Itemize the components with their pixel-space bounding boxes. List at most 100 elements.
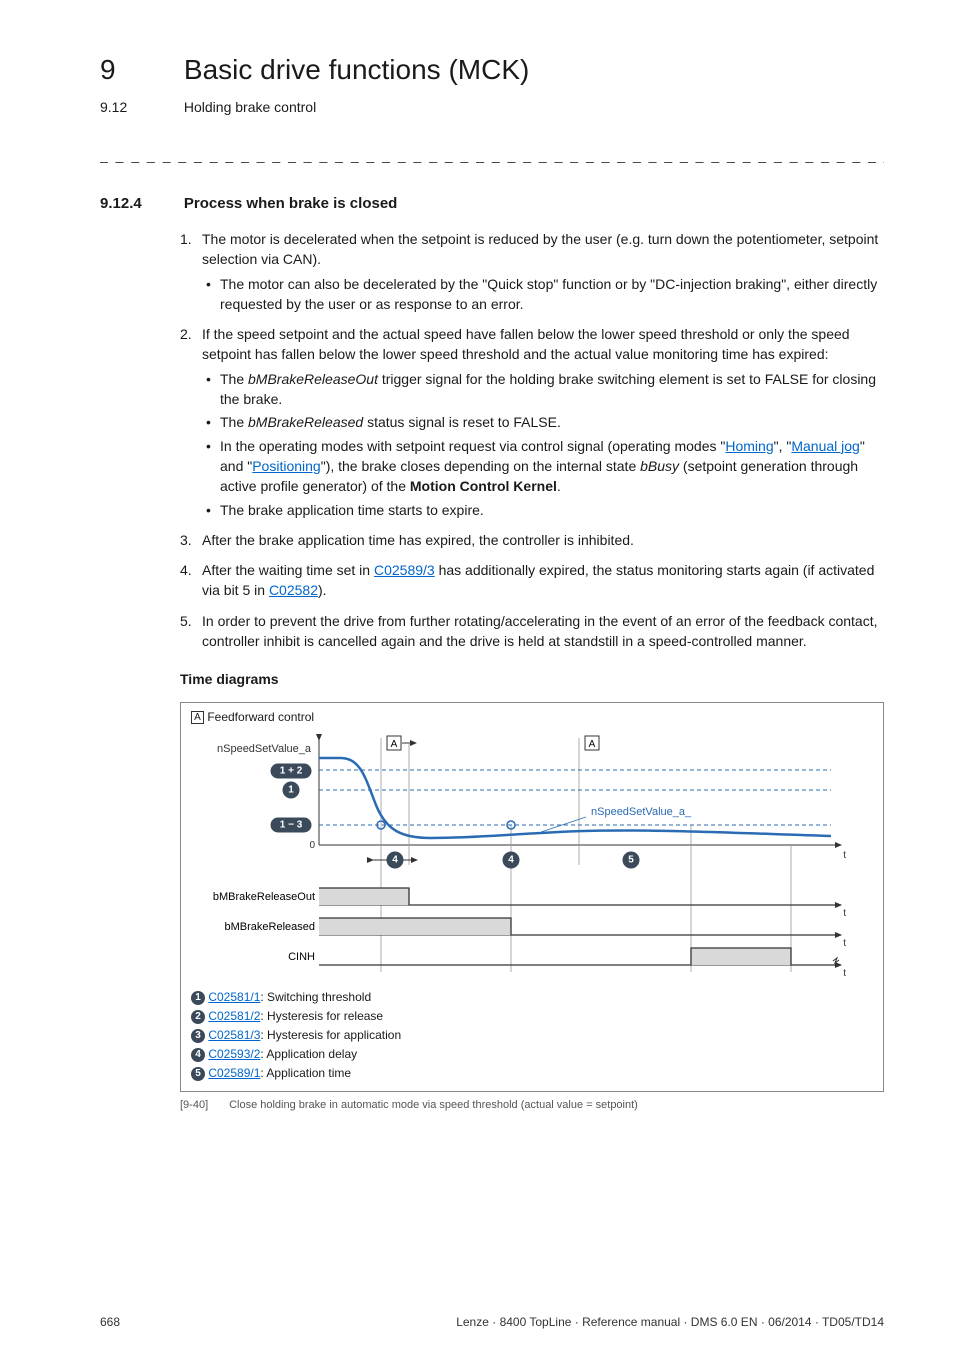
list-item: 5. In order to prevent the drive from fu… — [180, 611, 884, 652]
legend-text: : Switching threshold — [260, 990, 371, 1004]
bullet-text: ", " — [774, 438, 792, 454]
item-text: If the speed setpoint and the actual spe… — [202, 326, 850, 362]
badge-2: 2 — [191, 1010, 205, 1024]
caption-number: [9-40] — [180, 1098, 226, 1114]
svg-text:5: 5 — [628, 854, 634, 865]
time-diagrams-heading: Time diagrams — [180, 669, 884, 689]
code-identifier: bBusy — [640, 458, 679, 474]
link-c02589-3[interactable]: C02589/3 — [374, 562, 435, 578]
svg-text:nSpeedSetValue_a_: nSpeedSetValue_a_ — [591, 806, 692, 818]
bullet-text: The brake application time starts to exp… — [220, 502, 484, 518]
diagram-container: A Feedforward control t nSpeedSetValue_a… — [180, 702, 884, 1092]
svg-text:t: t — [843, 850, 846, 861]
bullet-text: The motor can also be decelerated by the… — [220, 276, 877, 312]
badge-1: 1 — [191, 991, 205, 1005]
svg-text:4: 4 — [508, 854, 514, 865]
link-manual-jog[interactable]: Manual jog — [791, 438, 860, 454]
code-identifier: bMBrakeReleaseOut — [248, 371, 378, 387]
svg-text:bMBrakeReleased: bMBrakeReleased — [225, 921, 316, 933]
svg-text:CINH: CINH — [288, 951, 315, 963]
badge-3: 3 — [191, 1029, 205, 1043]
legend-item: 4 C02593/2: Application delay — [191, 1045, 873, 1063]
chapter-title: Basic drive functions (MCK) — [184, 50, 529, 91]
legend-item: 2 C02581/2: Hysteresis for release — [191, 1007, 873, 1025]
item-text: The motor is decelerated when the setpoi… — [202, 231, 878, 267]
page-header: 9 Basic drive functions (MCK) 9.12 Holdi… — [100, 50, 884, 117]
subsection-number: 9.12.4 — [100, 193, 180, 215]
code-identifier: bMBrakeReleased — [248, 414, 363, 430]
svg-text:t: t — [843, 908, 846, 919]
svg-text:4: 4 — [392, 854, 398, 865]
svg-text:t: t — [843, 938, 846, 949]
section-number: 9.12 — [100, 97, 180, 117]
section-title: Holding brake control — [184, 97, 316, 117]
svg-text:bMBrakeReleaseOut: bMBrakeReleaseOut — [213, 891, 315, 903]
bullet-text: . — [557, 478, 561, 494]
diagram-top-label: A Feedforward control — [191, 709, 873, 726]
legend-text: : Hysteresis for application — [260, 1028, 401, 1042]
item-number: 2. — [180, 324, 192, 344]
bullet-item: In the operating modes with setpoint req… — [202, 436, 884, 497]
svg-text:A: A — [391, 739, 398, 750]
bullet-text: status signal is reset to FALSE. — [363, 414, 561, 430]
bullet-text: The — [220, 371, 248, 387]
item-number: 5. — [180, 611, 192, 631]
link-c02581-1[interactable]: C02581/1 — [208, 990, 260, 1004]
figure-caption: [9-40] Close holding brake in automatic … — [180, 1098, 884, 1114]
item-text: ). — [318, 582, 327, 598]
bullet-item: The brake application time starts to exp… — [202, 500, 884, 520]
bullet-item: The motor can also be decelerated by the… — [202, 274, 884, 315]
emphasis: Motion Control Kernel — [410, 478, 557, 494]
caption-text: Close holding brake in automatic mode vi… — [229, 1099, 638, 1111]
list-item: 2. If the speed setpoint and the actual … — [180, 324, 884, 520]
svg-text:1: 1 — [288, 784, 294, 795]
item-number: 4. — [180, 560, 192, 580]
subsection-title: Process when brake is closed — [184, 193, 397, 215]
list-item: 4. After the waiting time set in C02589/… — [180, 560, 884, 601]
svg-text:1 + 2: 1 + 2 — [280, 765, 303, 776]
timing-diagram-svg: t nSpeedSetValue_a 0 A A 1 + 2 1 1 − 3 — [191, 730, 851, 980]
badge-4: 4 — [191, 1048, 205, 1062]
link-c02581-2[interactable]: C02581/2 — [208, 1009, 260, 1023]
legend-item: 1 C02581/1: Switching threshold — [191, 988, 873, 1006]
legend-text: : Hysteresis for release — [260, 1009, 383, 1023]
link-c02593-2[interactable]: C02593/2 — [208, 1047, 260, 1061]
chapter-number: 9 — [100, 50, 180, 91]
item-number: 3. — [180, 530, 192, 550]
bullet-text: "), the brake closes depending on the in… — [321, 458, 640, 474]
item-text: After the waiting time set in — [202, 562, 374, 578]
separator: _ _ _ _ _ _ _ _ _ _ _ _ _ _ _ _ _ _ _ _ … — [100, 145, 884, 165]
svg-text:0: 0 — [309, 840, 315, 851]
svg-text:t: t — [843, 968, 846, 979]
legend-text: : Application delay — [260, 1047, 357, 1061]
subsection-header: 9.12.4 Process when brake is closed — [100, 193, 884, 215]
list-item: 1. The motor is decelerated when the set… — [180, 229, 884, 314]
diagram-legend: 1 C02581/1: Switching threshold 2 C02581… — [191, 988, 873, 1082]
svg-text:nSpeedSetValue_a: nSpeedSetValue_a — [217, 743, 312, 755]
svg-text:A: A — [589, 739, 596, 750]
bullet-item: The bMBrakeReleased status signal is res… — [202, 412, 884, 432]
item-number: 1. — [180, 229, 192, 249]
item-text: After the brake application time has exp… — [202, 532, 634, 548]
content-list: 1. The motor is decelerated when the set… — [180, 229, 884, 651]
link-positioning[interactable]: Positioning — [252, 458, 321, 474]
legend-text: : Application time — [260, 1066, 351, 1080]
link-c02589-1[interactable]: C02589/1 — [208, 1066, 260, 1080]
svg-text:1 − 3: 1 − 3 — [280, 819, 303, 830]
bullet-item: The bMBrakeReleaseOut trigger signal for… — [202, 369, 884, 410]
link-homing[interactable]: Homing — [725, 438, 773, 454]
page-footer: 668 Lenze · 8400 TopLine · Reference man… — [100, 1314, 884, 1331]
link-c02582[interactable]: C02582 — [269, 582, 318, 598]
bullet-text: In the operating modes with setpoint req… — [220, 438, 725, 454]
feedforward-label: Feedforward control — [204, 710, 314, 724]
list-item: 3. After the brake application time has … — [180, 530, 884, 550]
badge-5: 5 — [191, 1067, 205, 1081]
footer-info: Lenze · 8400 TopLine · Reference manual … — [456, 1314, 884, 1331]
legend-item: 3 C02581/3: Hysteresis for application — [191, 1026, 873, 1044]
link-c02581-3[interactable]: C02581/3 — [208, 1028, 260, 1042]
letter-box-a: A — [191, 711, 204, 724]
item-text: In order to prevent the drive from furth… — [202, 613, 878, 649]
legend-item: 5 C02589/1: Application time — [191, 1064, 873, 1082]
bullet-text: The — [220, 414, 248, 430]
page-number: 668 — [100, 1314, 120, 1331]
